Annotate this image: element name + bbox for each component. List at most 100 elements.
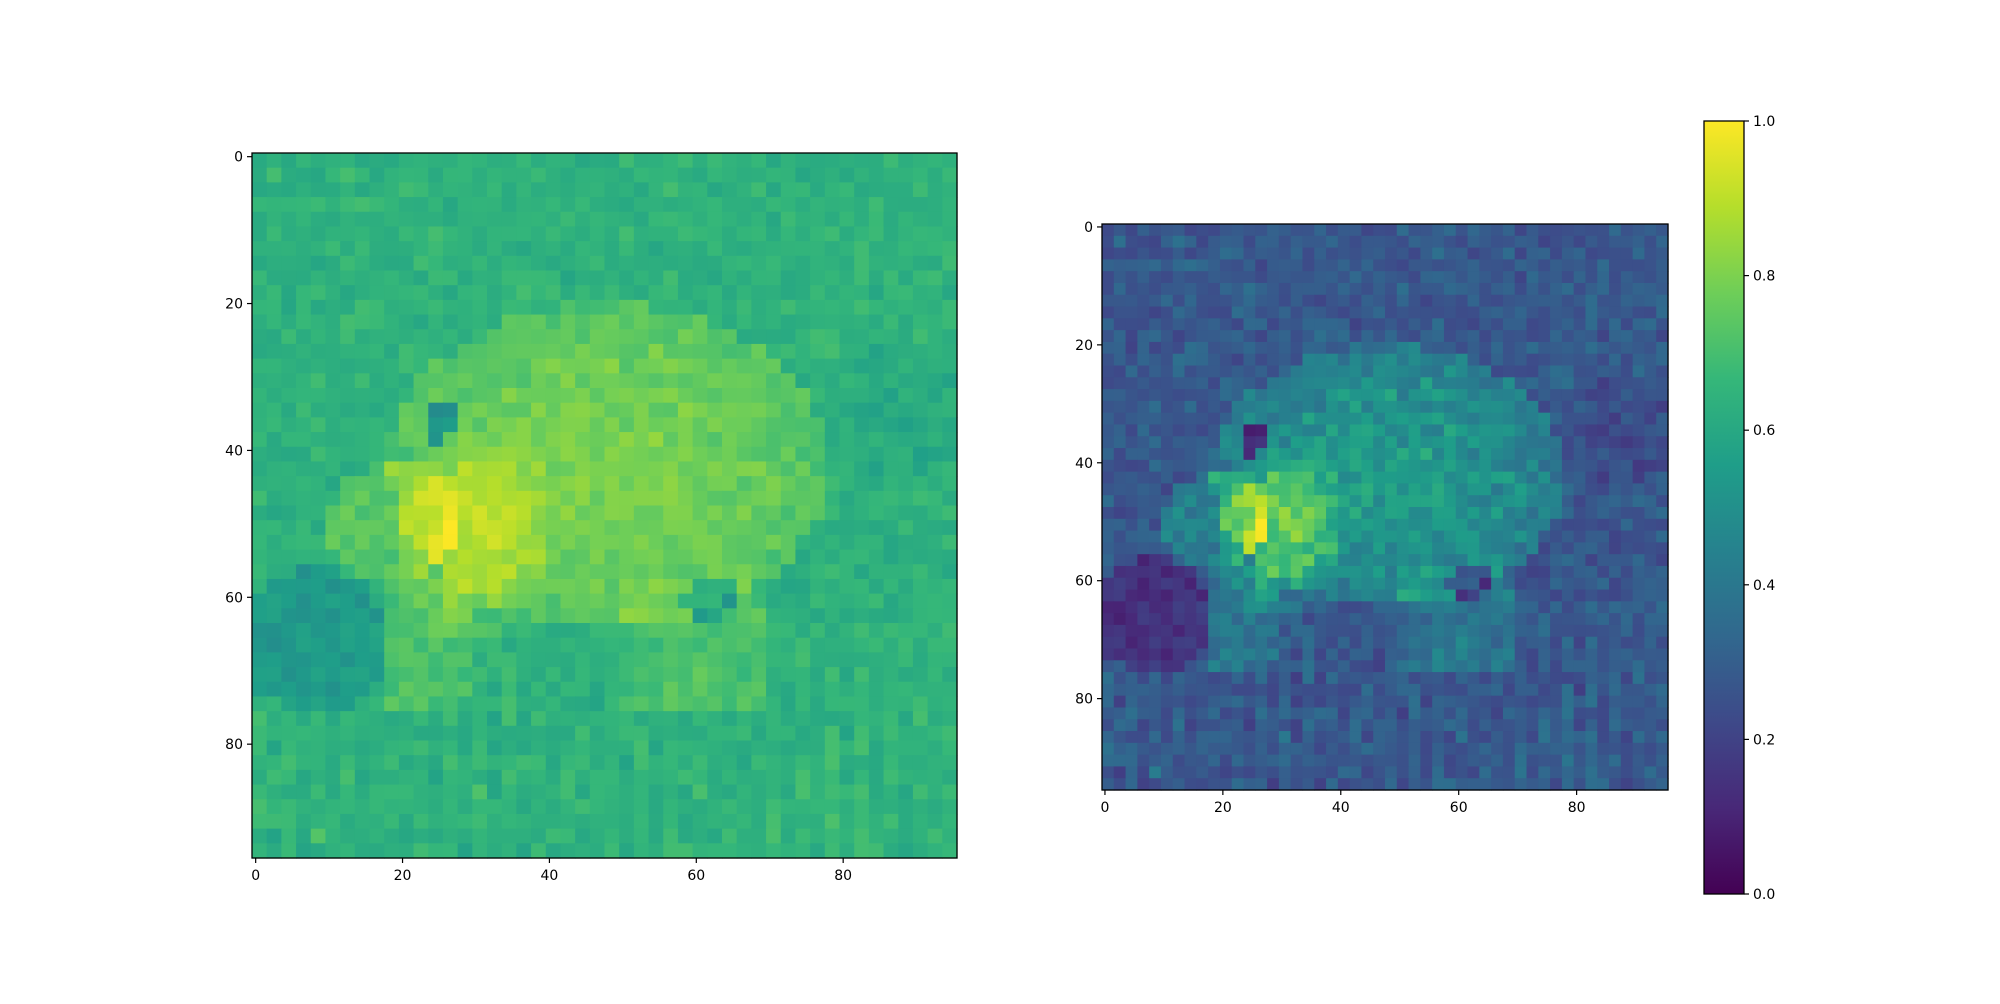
left-image-pixel xyxy=(472,652,488,668)
left-image-pixel xyxy=(340,696,356,712)
right-image-pixel xyxy=(1267,400,1280,414)
right-image-pixel xyxy=(1255,648,1268,661)
left-image-pixel xyxy=(325,432,341,448)
right-image-pixel xyxy=(1443,601,1457,614)
left-image-pixel xyxy=(854,270,870,286)
right-image-pixel xyxy=(1573,683,1587,697)
left-image-pixel xyxy=(751,608,767,624)
left-image-pixel xyxy=(457,549,473,565)
left-image-pixel xyxy=(824,476,841,492)
left-image-pixel xyxy=(795,329,811,345)
left-image-pixel xyxy=(604,167,620,183)
left-image-pixel xyxy=(296,696,312,712)
right-image-pixel xyxy=(1149,542,1162,555)
right-image-pixel xyxy=(1609,754,1622,768)
left-image-pixel xyxy=(266,725,282,742)
right-image-pixel xyxy=(1632,518,1646,532)
right-image-pixel xyxy=(1620,400,1634,414)
left-image-pixel xyxy=(868,373,885,389)
left-image-pixel xyxy=(354,402,371,418)
right-image-pixel xyxy=(1137,483,1150,496)
left-image-pixel xyxy=(663,270,679,286)
right-image-pixel xyxy=(1455,636,1469,650)
right-image-pixel xyxy=(1538,483,1551,496)
left-image-pixel xyxy=(531,534,547,551)
left-image-pixel xyxy=(927,769,943,786)
right-image-pixel xyxy=(1538,778,1551,791)
right-image-pixel xyxy=(1314,754,1327,768)
right-image-pixel xyxy=(1349,542,1363,555)
right-image-pixel xyxy=(1632,660,1646,673)
left-image-pixel xyxy=(457,593,473,609)
left-image-pixel xyxy=(692,314,708,330)
right-image-pixel xyxy=(1420,330,1433,343)
left-image-pixel xyxy=(824,593,841,609)
right-image-pixel xyxy=(1455,695,1469,709)
left-image-pixel xyxy=(839,520,855,536)
right-image-pixel xyxy=(1149,471,1162,485)
left-image-pixel xyxy=(281,623,297,639)
left-image-pixel xyxy=(810,593,826,609)
right-image-pixel xyxy=(1231,660,1245,673)
right-image-pixel xyxy=(1149,271,1162,284)
left-image-pixel xyxy=(780,388,797,404)
left-image-pixel xyxy=(619,740,635,756)
right-image-pixel xyxy=(1219,353,1233,367)
right-image-pixel xyxy=(1432,365,1445,378)
right-image-pixel xyxy=(1337,672,1351,685)
left-image-pixel xyxy=(589,843,606,859)
right-image-pixel xyxy=(1102,766,1115,779)
right-image-pixel xyxy=(1208,683,1221,697)
left-image-pixel xyxy=(354,446,371,463)
right-image-pixel xyxy=(1102,436,1115,449)
right-image-pixel xyxy=(1243,412,1256,426)
left-image-pixel xyxy=(663,652,679,668)
right-image-pixel xyxy=(1349,224,1363,237)
right-image-pixel xyxy=(1514,542,1528,555)
right-image-pixel xyxy=(1160,742,1174,756)
right-image-pixel xyxy=(1467,648,1480,661)
colorbar-tick-label: 0.6 xyxy=(1753,423,1775,439)
right-image-pixel xyxy=(1609,554,1622,567)
right-image-pixel xyxy=(1502,282,1516,296)
right-image-pixel xyxy=(1502,483,1516,496)
right-image-pixel xyxy=(1361,400,1374,414)
left-image-pixel xyxy=(736,520,752,536)
right-image-pixel xyxy=(1526,377,1539,390)
right-image-pixel xyxy=(1172,424,1186,437)
left-image-pixel xyxy=(883,476,899,492)
left-image-pixel xyxy=(663,696,679,712)
right-image-pixel xyxy=(1609,424,1622,437)
left-image-pixel xyxy=(354,755,371,771)
left-image-pixel xyxy=(325,549,341,565)
left-image-pixel xyxy=(340,417,356,433)
right-image-pixel xyxy=(1302,554,1315,567)
left-image-pixel xyxy=(398,696,415,712)
right-image-pixel xyxy=(1302,636,1315,650)
left-image-pixel xyxy=(575,153,591,169)
right-image-pixel xyxy=(1255,436,1268,449)
right-image-pixel xyxy=(1196,719,1209,732)
left-image-pixel xyxy=(707,623,723,639)
right-image-pixel xyxy=(1443,459,1457,473)
right-image-pixel xyxy=(1443,412,1457,426)
right-image-pixel xyxy=(1137,412,1150,426)
right-image-pixel xyxy=(1609,400,1622,414)
left-image-pixel xyxy=(369,813,385,830)
right-image-pixel xyxy=(1361,542,1374,555)
right-image-pixel xyxy=(1219,224,1233,237)
right-image-pixel xyxy=(1514,518,1528,532)
left-image-pixel xyxy=(692,402,708,418)
left-image-pixel xyxy=(545,432,562,448)
right-image-pixel xyxy=(1314,577,1327,591)
left-image-pixel xyxy=(487,681,503,698)
right-image-pixel xyxy=(1432,412,1445,426)
right-image-pixel xyxy=(1314,330,1327,343)
left-image-pixel xyxy=(472,725,488,742)
left-image-pixel xyxy=(589,182,606,198)
right-image-pixel xyxy=(1585,436,1598,449)
right-image-pixel xyxy=(1196,589,1209,602)
left-image-pixel xyxy=(766,799,782,815)
left-image-pixel xyxy=(633,520,650,536)
left-image-pixel xyxy=(854,608,870,624)
